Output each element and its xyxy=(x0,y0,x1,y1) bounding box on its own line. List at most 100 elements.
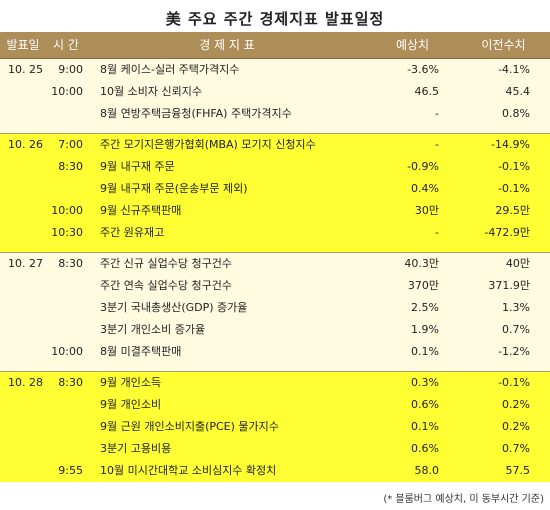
indicator-cell: 9월 개인소득 xyxy=(86,371,368,394)
indicator-cell: 9월 내구재 주문 xyxy=(86,156,368,178)
source-note: (* 블룸버그 예상치, 미 동부시간 기준) xyxy=(383,494,544,505)
time-cell: 9:55 xyxy=(46,460,86,482)
previous-cell: -14.9% xyxy=(457,133,550,156)
date-cell xyxy=(0,460,46,482)
time-cell: 10:30 xyxy=(46,222,86,244)
forecast-cell: 46.5 xyxy=(368,81,457,103)
time-cell xyxy=(46,275,86,297)
time-cell: 8:30 xyxy=(46,371,86,394)
table-row: 8월 연방주택금융청(FHFA) 주택가격지수 -0.8% xyxy=(0,103,550,125)
date-cell: 10. 26 xyxy=(0,133,46,156)
previous-cell: 45.4 xyxy=(457,81,550,103)
header-previous: 이전수치 xyxy=(457,32,550,59)
table-row: 9:55 10월 미시간대학교 소비심지수 확정치 58.0 57.5 xyxy=(0,460,550,482)
indicator-cell: 8월 미결주택판매 xyxy=(86,341,368,363)
date-cell xyxy=(0,416,46,438)
previous-cell: -0.1% xyxy=(457,178,550,200)
forecast-cell: 0.6% xyxy=(368,394,457,416)
date-cell xyxy=(0,156,46,178)
row-spacer xyxy=(0,363,550,372)
header-indicator: 경 제 지 표 xyxy=(86,32,368,59)
previous-cell: 0.7% xyxy=(457,319,550,341)
indicator-cell: 9월 내구재 주문(운송부문 제외) xyxy=(86,178,368,200)
previous-cell: 40만 xyxy=(457,252,550,275)
forecast-cell: 0.1% xyxy=(368,416,457,438)
forecast-cell: 30만 xyxy=(368,200,457,222)
schedule-table: 발표일 시 간 경 제 지 표 예상치 이전수치 10. 25 9:00 8월 케이… xyxy=(0,32,550,482)
previous-cell: 371.9만 xyxy=(457,275,550,297)
date-cell xyxy=(0,81,46,103)
forecast-cell: 0.3% xyxy=(368,371,457,394)
table-row: 10:00 8월 미결주택판매 0.1% -1.2% xyxy=(0,341,550,363)
time-cell xyxy=(46,416,86,438)
table-row: 10. 27 8:30 주간 신규 실업수당 청구건수 40.3만 40만 xyxy=(0,252,550,275)
time-cell xyxy=(46,394,86,416)
forecast-cell: 0.1% xyxy=(368,341,457,363)
time-cell: 8:30 xyxy=(46,252,86,275)
table-row: 3분기 국내총생산(GDP) 증가율 2.5% 1.3% xyxy=(0,297,550,319)
table-row: 10:00 10월 소비자 신뢰지수 46.5 45.4 xyxy=(0,81,550,103)
table-body: 10. 25 9:00 8월 케이스-실러 주택가격지수 -3.6% -4.1% 10:0… xyxy=(0,58,550,482)
date-cell xyxy=(0,341,46,363)
time-cell xyxy=(46,297,86,319)
indicator-cell: 8월 케이스-실러 주택가격지수 xyxy=(86,58,368,81)
date-cell xyxy=(0,222,46,244)
table-row: 8:30 9월 내구재 주문 -0.9% -0.1% xyxy=(0,156,550,178)
time-cell: 10:00 xyxy=(46,200,86,222)
table-row: 10. 26 7:00 주간 모기지은행가협회(MBA) 모기지 신청지수 - -14.… xyxy=(0,133,550,156)
table-row: 9월 내구재 주문(운송부문 제외) 0.4% -0.1% xyxy=(0,178,550,200)
date-cell xyxy=(0,438,46,460)
time-cell xyxy=(46,438,86,460)
previous-cell: -4.1% xyxy=(457,58,550,81)
header-date: 발표일 xyxy=(0,32,46,59)
indicator-cell: 9월 개인소비 xyxy=(86,394,368,416)
indicator-cell: 주간 모기지은행가협회(MBA) 모기지 신청지수 xyxy=(86,133,368,156)
previous-cell: 0.7% xyxy=(457,438,550,460)
time-cell xyxy=(46,319,86,341)
indicator-cell: 주간 신규 실업수당 청구건수 xyxy=(86,252,368,275)
previous-cell: 1.3% xyxy=(457,297,550,319)
forecast-cell: 370만 xyxy=(368,275,457,297)
forecast-cell: 2.5% xyxy=(368,297,457,319)
date-cell xyxy=(0,200,46,222)
forecast-cell: - xyxy=(368,103,457,125)
date-cell xyxy=(0,275,46,297)
forecast-cell: 58.0 xyxy=(368,460,457,482)
time-cell: 8:30 xyxy=(46,156,86,178)
indicator-cell: 8월 연방주택금융청(FHFA) 주택가격지수 xyxy=(86,103,368,125)
time-cell: 10:00 xyxy=(46,81,86,103)
row-spacer xyxy=(0,125,550,134)
previous-cell: 57.5 xyxy=(457,460,550,482)
indicator-cell: 3분기 고용비용 xyxy=(86,438,368,460)
table-row: 10. 28 8:30 9월 개인소득 0.3% -0.1% xyxy=(0,371,550,394)
spacer-cell xyxy=(0,363,550,372)
time-cell: 10:00 xyxy=(46,341,86,363)
previous-cell: 0.2% xyxy=(457,416,550,438)
forecast-cell: 0.6% xyxy=(368,438,457,460)
previous-cell: -1.2% xyxy=(457,341,550,363)
table-row: 10. 25 9:00 8월 케이스-실러 주택가격지수 -3.6% -4.1% xyxy=(0,58,550,81)
table-row: 10:00 9월 신규주택판매 30만 29.5만 xyxy=(0,200,550,222)
date-cell xyxy=(0,319,46,341)
indicator-cell: 9월 신규주택판매 xyxy=(86,200,368,222)
header-forecast: 예상치 xyxy=(368,32,457,59)
date-cell: 10. 25 xyxy=(0,58,46,81)
previous-cell: 0.8% xyxy=(457,103,550,125)
date-cell: 10. 28 xyxy=(0,371,46,394)
indicator-cell: 9월 근원 개인소비지출(PCE) 물가지수 xyxy=(86,416,368,438)
previous-cell: -472.9만 xyxy=(457,222,550,244)
date-cell xyxy=(0,103,46,125)
forecast-cell: - xyxy=(368,222,457,244)
table-row: 9월 개인소비 0.6% 0.2% xyxy=(0,394,550,416)
spacer-cell xyxy=(0,244,550,253)
time-cell xyxy=(46,178,86,200)
header-time: 시 간 xyxy=(46,32,86,59)
forecast-cell: -0.9% xyxy=(368,156,457,178)
indicator-cell: 3분기 개인소비 증가율 xyxy=(86,319,368,341)
indicator-cell: 3분기 국내총생산(GDP) 증가율 xyxy=(86,297,368,319)
date-cell: 10. 27 xyxy=(0,252,46,275)
indicator-cell: 주간 원유재고 xyxy=(86,222,368,244)
table-row: 10:30 주간 원유재고 - -472.9만 xyxy=(0,222,550,244)
spacer-cell xyxy=(0,125,550,134)
indicator-cell: 10월 소비자 신뢰지수 xyxy=(86,81,368,103)
